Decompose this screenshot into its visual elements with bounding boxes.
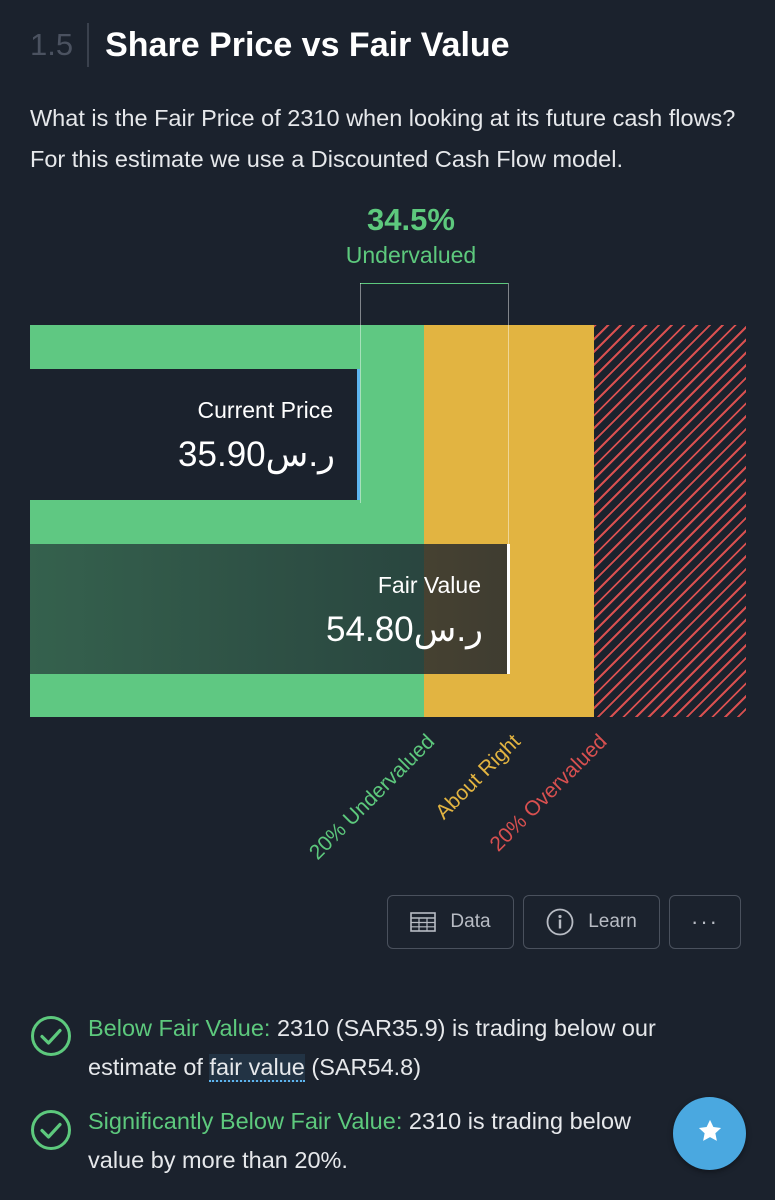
check-icon	[30, 1015, 72, 1062]
check-text-end: (SAR54.8)	[304, 1054, 422, 1080]
bracket-left-line	[360, 283, 361, 503]
current-price-value: 35.90ر.س	[178, 435, 335, 474]
fair-value-link[interactable]: fair value	[209, 1054, 305, 1082]
info-icon	[546, 908, 574, 936]
learn-button[interactable]: Learn	[523, 895, 660, 949]
check-text: 2310 (SAR35.9) is trading below our esti…	[88, 1015, 656, 1080]
discount-bracket	[360, 283, 508, 284]
discount-percent: 34.5%	[367, 202, 455, 237]
star-icon	[696, 1117, 724, 1150]
section-number: 1.5	[30, 23, 90, 67]
section-header: 1.5 Share Price vs Fair Value	[30, 22, 510, 68]
current-price-label: Current Price	[197, 397, 333, 423]
fair-value-value: 54.80ر.س	[326, 610, 483, 649]
bracket-right-line	[508, 283, 509, 673]
check-highlight: Below Fair Value:	[88, 1015, 271, 1041]
check-significantly-below: Significantly Below Fair Value: 2310 is …	[88, 1102, 688, 1180]
favorite-button[interactable]	[673, 1097, 746, 1170]
fair-value-bar: Fair Value 54.80ر.س	[30, 544, 510, 674]
data-button[interactable]: Data	[387, 895, 514, 949]
table-icon	[410, 912, 437, 932]
check-icon	[30, 1109, 72, 1156]
intro-text: What is the Fair Price of 2310 when look…	[30, 105, 736, 172]
section-title: Share Price vs Fair Value	[105, 25, 510, 64]
check-highlight: Significantly Below Fair Value:	[88, 1108, 403, 1134]
zone-label-undervalued: 20% Undervalued	[304, 730, 440, 865]
overvalued-zone	[594, 325, 746, 717]
fair-value-label: Fair Value	[377, 572, 481, 598]
current-price-bar: Current Price 35.90ر.س	[30, 369, 360, 500]
valuation-summary: 34.5% Undervalued	[346, 200, 510, 269]
zone-label-about-right: About Right	[431, 730, 526, 824]
more-options-button[interactable]: ···	[669, 895, 741, 949]
check-text: 2310 is trading below value by more than…	[88, 1108, 631, 1173]
learn-button-label: Learn	[588, 911, 637, 932]
data-button-label: Data	[450, 911, 491, 932]
action-buttons: Data Learn ···	[387, 895, 741, 951]
check-below-fair-value: Below Fair Value: 2310 (SAR35.9) is trad…	[88, 1009, 728, 1087]
valuation-status: Undervalued	[345, 242, 477, 268]
